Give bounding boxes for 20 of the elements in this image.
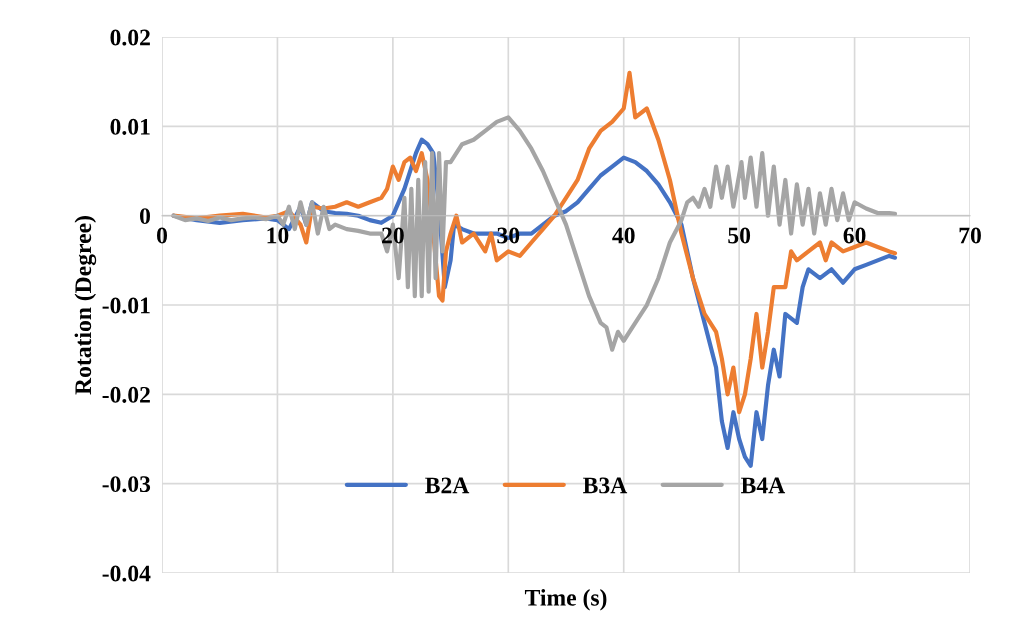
y-tick-label: -0.03 (102, 476, 151, 493)
line-series (171, 115, 898, 352)
x-tick-label: 40 (612, 227, 635, 244)
x-tick-label: 10 (267, 227, 289, 244)
y-tick-label: -0.04 (102, 565, 151, 582)
y-tick-label: 0 (140, 208, 150, 225)
x-axis-title: Time (s) (524, 589, 607, 611)
legend-label: B2A (425, 477, 470, 494)
x-tick-label: 50 (728, 227, 751, 244)
x-tick-label: 60 (843, 227, 866, 244)
y-tick-label: -0.02 (102, 386, 150, 403)
y-tick-label: -0.01 (102, 297, 150, 314)
x-tick-label: 0 (157, 227, 168, 244)
y-tick-label: 0.01 (110, 118, 150, 135)
y-axis-title: Rotation (Degree) (74, 216, 97, 395)
legend-label: B3A (583, 477, 628, 494)
y-tick-label: 0.02 (110, 29, 150, 46)
x-tick-label: 20 (382, 227, 404, 244)
legend-label: B4A (741, 477, 786, 494)
x-tick-label: 70 (959, 227, 981, 244)
